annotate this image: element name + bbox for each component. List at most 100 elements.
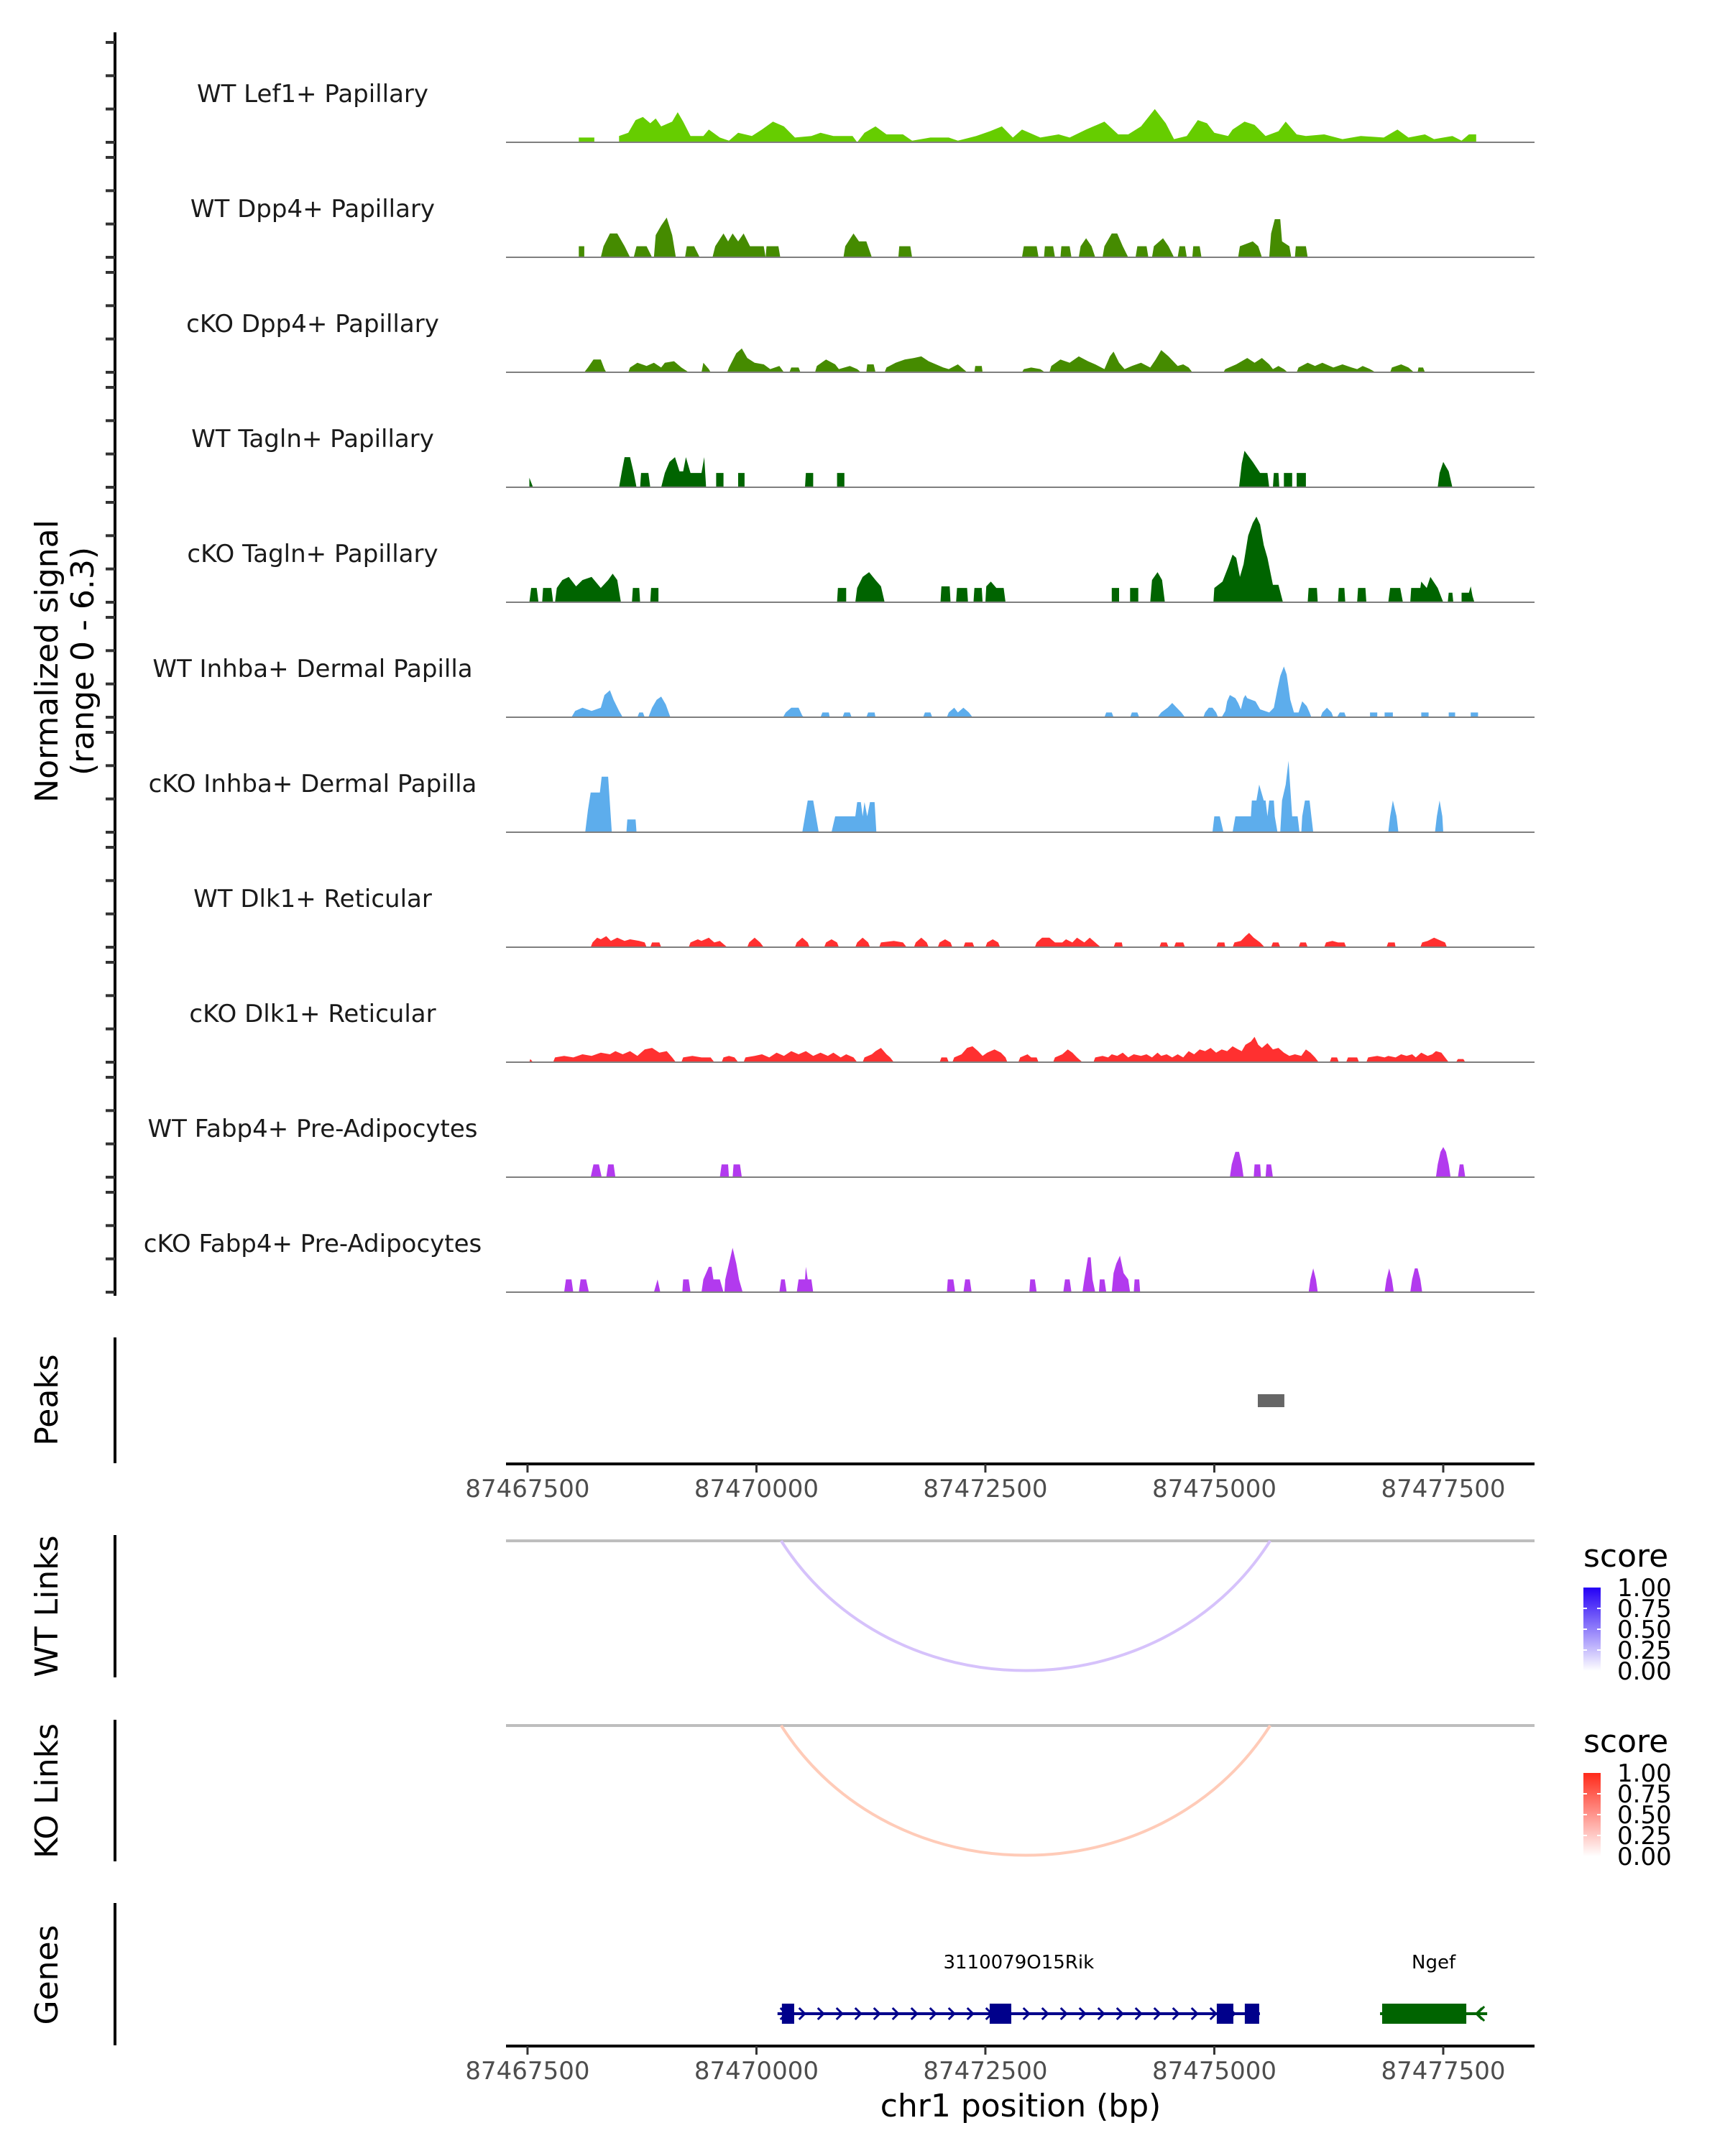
legend-label: 0.50 bbox=[1617, 1616, 1672, 1644]
coverage-track: cKO Dlk1+ Reticular bbox=[106, 961, 1535, 1064]
strand-arrow-icon bbox=[835, 2007, 844, 2021]
coverage-area bbox=[529, 451, 1453, 487]
coverage-track: cKO Dpp4+ Papillary bbox=[106, 271, 1535, 374]
coverage-area bbox=[584, 348, 1425, 372]
y-axis-title-line-2: (range 0 - 6.3) bbox=[65, 547, 101, 775]
legend-label: 0.25 bbox=[1617, 1636, 1672, 1665]
strand-arrow-icon bbox=[1059, 2007, 1068, 2021]
x-tick-label: 87472500 bbox=[923, 2057, 1047, 2086]
exon bbox=[781, 2004, 794, 2024]
track-label: cKO Inhba+ Dermal Papilla bbox=[149, 770, 477, 798]
x-axis-title: chr1 position (bp) bbox=[880, 2088, 1162, 2124]
strand-arrow-icon bbox=[1116, 2007, 1124, 2021]
strand-arrow-icon bbox=[1134, 2007, 1143, 2021]
track-label: cKO Dpp4+ Papillary bbox=[186, 310, 439, 338]
coverage-area bbox=[590, 1147, 1466, 1177]
strand-arrow-icon bbox=[1022, 2007, 1031, 2021]
coverage-track: cKO Fabp4+ Pre-Adipocytes bbox=[106, 1191, 1535, 1294]
strand-arrow-icon bbox=[1078, 2007, 1087, 2021]
peaks-track-label: Peaks bbox=[29, 1354, 65, 1445]
track-label: WT Inhba+ Dermal Papilla bbox=[152, 655, 472, 683]
strand-arrow-icon bbox=[1209, 2007, 1218, 2021]
y-axis-title: Normalized signal (range 0 - 6.3) bbox=[29, 520, 101, 803]
x-axis-bottom: 87467500 87470000 87472500 87475000 87477500 bbox=[465, 2045, 1535, 2086]
strand-arrow-icon bbox=[816, 2007, 825, 2021]
coverage-track: cKO Tagln+ Papillary bbox=[106, 501, 1535, 604]
x-tick-label: 87477500 bbox=[1381, 1475, 1505, 1503]
coverage-tracks: WT Lef1+ Papillary WT Dpp4+ Papillary cKO … bbox=[106, 41, 1535, 1294]
strand-arrow-icon bbox=[947, 2007, 956, 2021]
coverage-area bbox=[585, 760, 1444, 832]
coverage-area bbox=[590, 933, 1448, 947]
x-tick-label: 87470000 bbox=[694, 1475, 819, 1503]
x-tick-label: 87467500 bbox=[465, 2057, 589, 2086]
exon bbox=[1382, 2004, 1467, 2024]
exon bbox=[989, 2004, 1012, 2024]
coverage-track: cKO Inhba+ Dermal Papilla bbox=[106, 731, 1535, 834]
links-tracks bbox=[506, 1539, 1535, 1857]
coverage-track: WT Tagln+ Papillary bbox=[106, 386, 1535, 489]
x-axis-middle: 87467500 87470000 87472500 87475000 87477500 bbox=[465, 1462, 1535, 1503]
strand-arrow-icon bbox=[1190, 2007, 1199, 2021]
strand-arrow-icon bbox=[929, 2007, 937, 2021]
coverage-track: WT Lef1+ Papillary bbox=[106, 41, 1535, 144]
legend-label: 1.00 bbox=[1617, 1574, 1672, 1603]
gene-name-label: Ngef bbox=[1412, 1952, 1456, 1973]
strand-arrow-icon bbox=[1476, 2005, 1486, 2022]
coverage-track: WT Inhba+ Dermal Papilla bbox=[106, 616, 1535, 719]
exon bbox=[1216, 2004, 1233, 2024]
strand-arrow-icon bbox=[1097, 2007, 1105, 2021]
legend-label: 0.25 bbox=[1617, 1822, 1672, 1851]
track-label: cKO Dlk1+ Reticular bbox=[189, 1000, 436, 1028]
coverage-track: WT Fabp4+ Pre-Adipocytes bbox=[106, 1076, 1535, 1179]
legend-label: 0.75 bbox=[1617, 1595, 1672, 1623]
link-arc bbox=[780, 1724, 1271, 1857]
ko-legend-title: score bbox=[1583, 1723, 1668, 1760]
ko-links-track-label: KO Links bbox=[29, 1723, 65, 1858]
strand-arrow-icon bbox=[1172, 2007, 1180, 2021]
exon bbox=[1244, 2004, 1259, 2024]
x-tick-label: 87475000 bbox=[1152, 2057, 1276, 2086]
link-arc bbox=[780, 1539, 1271, 1672]
coverage-area bbox=[579, 109, 1476, 142]
track-label: WT Dlk1+ Reticular bbox=[193, 885, 432, 913]
strand-arrow-icon bbox=[966, 2007, 975, 2021]
wt-legend-title: score bbox=[1583, 1538, 1668, 1575]
x-tick-label: 87475000 bbox=[1152, 1475, 1276, 1503]
track-label: WT Fabp4+ Pre-Adipocytes bbox=[148, 1115, 478, 1143]
strand-arrow-icon bbox=[798, 2007, 806, 2021]
track-label: WT Dpp4+ Papillary bbox=[190, 195, 435, 224]
genes-track: 3110079O15Rik Ngef bbox=[777, 1952, 1488, 2024]
coverage-area bbox=[529, 1036, 1466, 1062]
gene: 3110079O15Rik bbox=[777, 1952, 1260, 2024]
strand-arrow-icon bbox=[1041, 2007, 1049, 2021]
genes-track-label: Genes bbox=[29, 1925, 65, 2024]
strand-arrow-icon bbox=[891, 2007, 900, 2021]
y-axis-title-line-1: Normalized signal bbox=[29, 520, 65, 803]
x-tick-label: 87477500 bbox=[1381, 2057, 1505, 2086]
gene-name-label: 3110079O15Rik bbox=[943, 1952, 1094, 1973]
track-label: WT Tagln+ Papillary bbox=[191, 425, 434, 453]
strand-arrow-icon bbox=[1153, 2007, 1162, 2021]
legend-label: 0.00 bbox=[1617, 1843, 1672, 1871]
wt-score-legend: score 1.000.750.500.250.00 bbox=[1583, 1538, 1672, 1686]
coverage-area bbox=[579, 217, 1308, 257]
track-label: cKO Fabp4+ Pre-Adipocytes bbox=[144, 1230, 482, 1258]
track-label: cKO Tagln+ Papillary bbox=[187, 540, 438, 568]
gene: Ngef bbox=[1380, 1952, 1488, 2024]
legend-label: 0.50 bbox=[1617, 1801, 1672, 1830]
legend-label: 1.00 bbox=[1617, 1759, 1672, 1788]
strand-arrow-icon bbox=[854, 2007, 862, 2021]
x-tick-label: 87467500 bbox=[465, 1475, 589, 1503]
strand-arrow-icon bbox=[873, 2007, 881, 2021]
legend-label: 0.00 bbox=[1617, 1657, 1672, 1686]
track-label: WT Lef1+ Papillary bbox=[197, 80, 428, 109]
ko-score-legend: score 1.000.750.500.250.00 bbox=[1583, 1723, 1672, 1871]
x-tick-label: 87472500 bbox=[923, 1475, 1047, 1503]
peaks-track bbox=[1257, 1394, 1284, 1407]
coverage-track: WT Dpp4+ Papillary bbox=[106, 156, 1535, 259]
strand-arrow-icon bbox=[910, 2007, 919, 2021]
peak-region bbox=[1257, 1394, 1284, 1407]
coverage-area bbox=[564, 1248, 1422, 1292]
